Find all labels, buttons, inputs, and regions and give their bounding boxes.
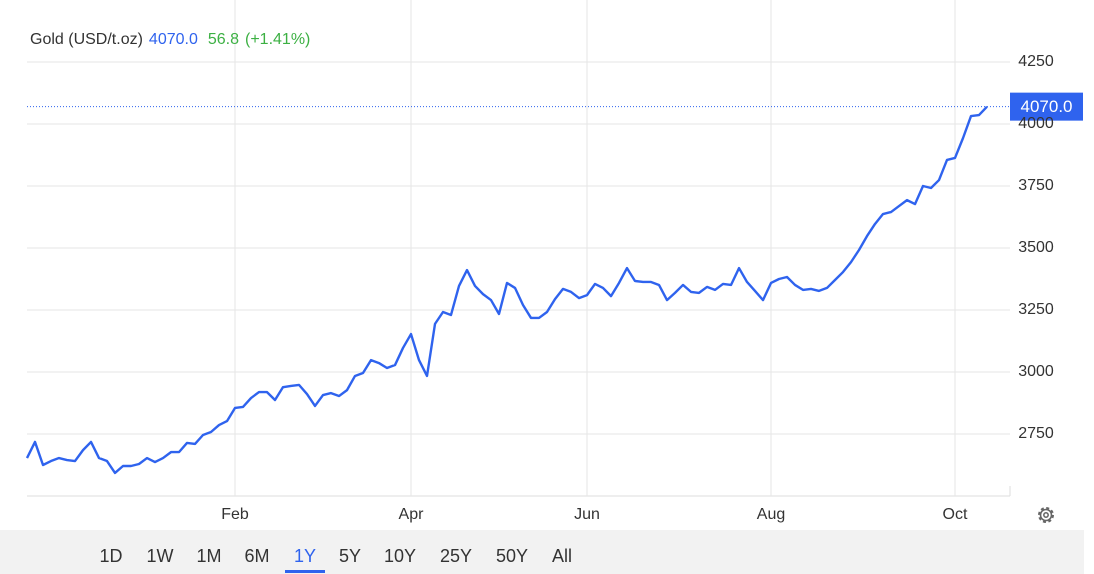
range-button[interactable]: 1Y bbox=[294, 546, 316, 566]
active-range-underline bbox=[285, 570, 325, 573]
y-tick-label: 3250 bbox=[1018, 301, 1054, 318]
gear-teeth bbox=[1038, 507, 1054, 523]
plot: 4070.0 bbox=[25, 92, 1083, 475]
range-button[interactable]: All bbox=[552, 546, 572, 566]
range-button[interactable]: 5Y bbox=[339, 546, 361, 566]
y-tick-label: 4250 bbox=[1018, 53, 1054, 70]
range-button[interactable]: 10Y bbox=[384, 546, 416, 566]
settings-icon[interactable] bbox=[1038, 507, 1054, 523]
x-tick-label: Oct bbox=[943, 506, 968, 523]
price-line bbox=[25, 105, 988, 475]
price-flag-label: 4070.0 bbox=[1021, 97, 1073, 116]
chart-title: Gold (USD/t.oz) bbox=[30, 31, 143, 48]
y-tick-label: 3500 bbox=[1018, 239, 1054, 256]
change-pct: (+1.41%) bbox=[245, 31, 310, 48]
y-tick-label: 3750 bbox=[1018, 177, 1054, 194]
range-button[interactable]: 1D bbox=[99, 546, 122, 566]
range-selector: 1D 1W 1M 6M 1Y 5Y 10Y 25Y 50Y All bbox=[99, 546, 572, 573]
gear-body bbox=[1039, 508, 1053, 522]
range-button[interactable]: 1M bbox=[196, 546, 221, 566]
range-bar bbox=[0, 530, 1084, 574]
x-tick-label: Aug bbox=[757, 506, 785, 523]
y-tick-label: 2750 bbox=[1018, 425, 1054, 442]
y-tick-label: 4000 bbox=[1018, 115, 1054, 132]
x-tick-label: Feb bbox=[221, 506, 249, 523]
y-tick-label: 3000 bbox=[1018, 363, 1054, 380]
range-button[interactable]: 1W bbox=[147, 546, 174, 566]
gear-hole bbox=[1043, 512, 1049, 518]
grid bbox=[27, 0, 1010, 496]
x-tick-label: Apr bbox=[399, 506, 425, 523]
range-button[interactable]: 25Y bbox=[440, 546, 472, 566]
price: 4070.0 bbox=[149, 31, 198, 48]
range-button[interactable]: 6M bbox=[244, 546, 269, 566]
chart-header: Gold (USD/t.oz) 4070.0 56.8 (+1.41%) bbox=[30, 31, 310, 48]
change: 56.8 bbox=[208, 31, 239, 48]
x-tick-label: Jun bbox=[574, 506, 600, 523]
range-button[interactable]: 50Y bbox=[496, 546, 528, 566]
price-flag bbox=[1010, 92, 1083, 121]
